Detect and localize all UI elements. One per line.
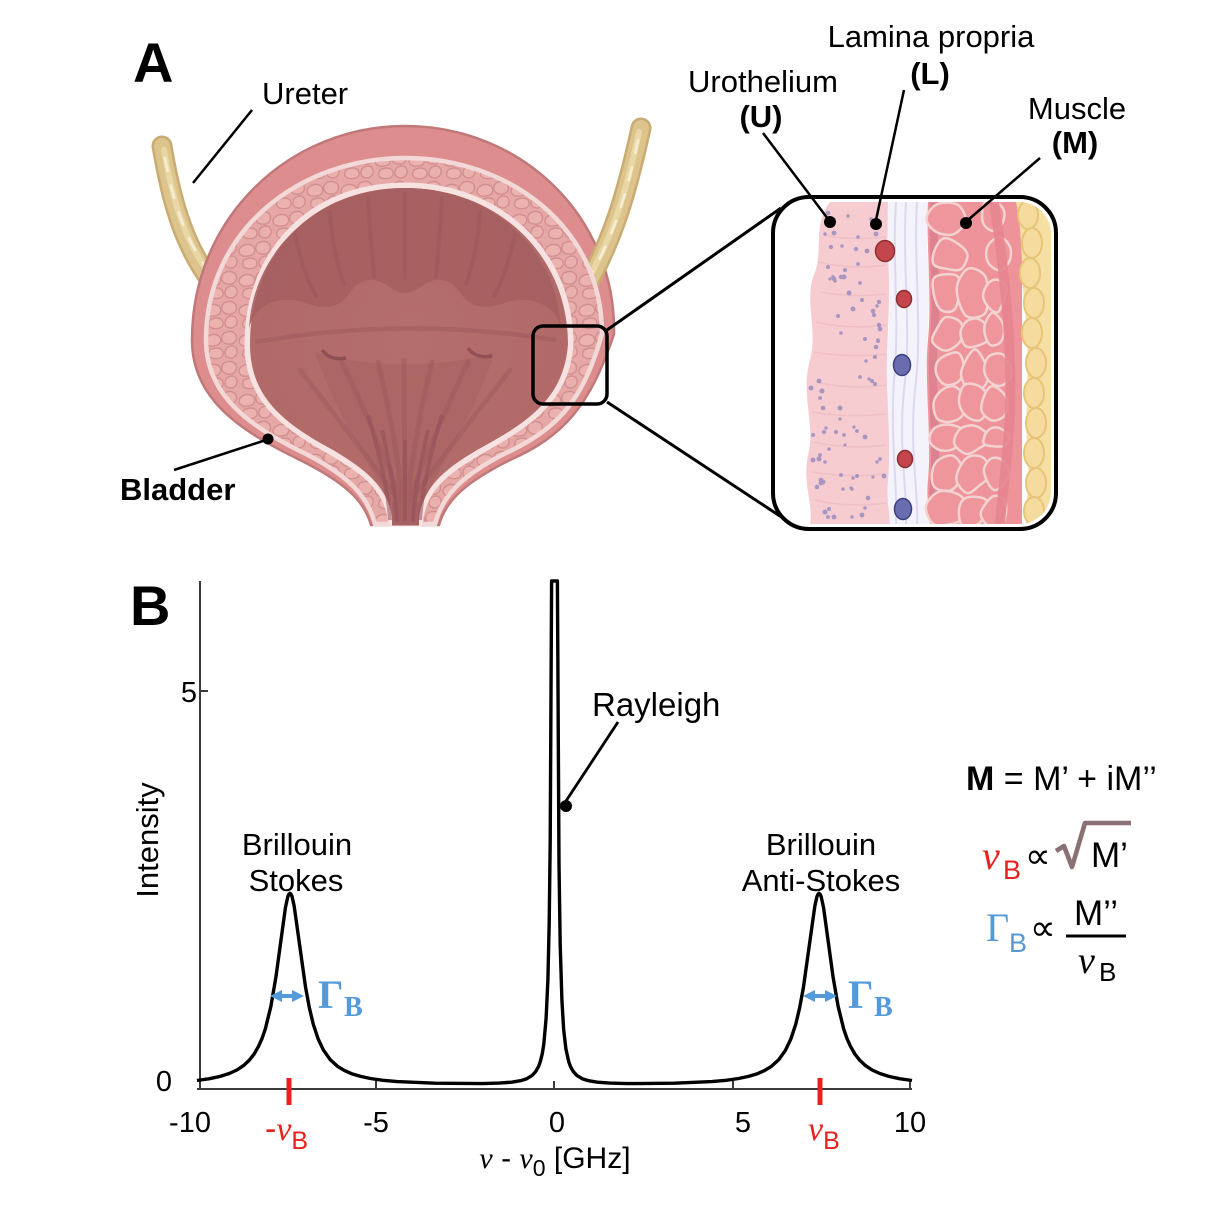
svg-text:0: 0 <box>549 1107 565 1139</box>
svg-text:10: 10 <box>894 1107 926 1139</box>
svg-text:B: B <box>344 992 363 1023</box>
svg-text:Γ: Γ <box>986 905 1009 950</box>
svg-text:Stokes: Stokes <box>249 863 344 898</box>
svg-text:ν: ν <box>1078 940 1095 982</box>
svg-text:Urothelium: Urothelium <box>688 64 838 99</box>
svg-text:(U): (U) <box>739 99 782 134</box>
svg-text:Muscle: Muscle <box>1028 91 1126 126</box>
svg-text:M’’: M’’ <box>1074 894 1118 933</box>
svg-text:0: 0 <box>156 1066 172 1098</box>
svg-text:(M): (M) <box>1052 125 1098 160</box>
svg-text:B: B <box>130 574 170 637</box>
svg-text:Brillouin: Brillouin <box>242 827 352 862</box>
svg-text:5: 5 <box>181 677 197 709</box>
svg-text:Bladder: Bladder <box>120 472 235 507</box>
svg-text:M = M’ + iM’’: M = M’ + iM’’ <box>966 760 1157 798</box>
svg-text:ν - ν0 [GHz]: ν - ν0 [GHz] <box>479 1142 630 1181</box>
svg-text:∝: ∝ <box>1025 835 1051 876</box>
svg-text:B: B <box>1099 957 1116 987</box>
svg-text:5: 5 <box>735 1107 751 1139</box>
svg-text:Brillouin: Brillouin <box>766 827 876 862</box>
svg-text:ν: ν <box>982 833 1000 878</box>
svg-text:Γ: Γ <box>848 972 873 1017</box>
svg-text:-5: -5 <box>363 1107 389 1139</box>
svg-text:Γ: Γ <box>318 972 343 1017</box>
svg-text:Ureter: Ureter <box>262 76 348 111</box>
svg-text:Lamina propria: Lamina propria <box>828 19 1036 54</box>
svg-text:B: B <box>1003 855 1021 885</box>
svg-text:∝: ∝ <box>1030 907 1056 948</box>
svg-text:Rayleigh: Rayleigh <box>592 686 720 723</box>
svg-text:Anti-Stokes: Anti-Stokes <box>742 863 901 898</box>
svg-text:B: B <box>1009 928 1027 958</box>
svg-text:-10: -10 <box>169 1107 211 1139</box>
svg-text:Intensity: Intensity <box>130 782 165 898</box>
svg-text:M’: M’ <box>1091 836 1128 875</box>
svg-text:-νB: -νB <box>265 1110 308 1155</box>
svg-text:A: A <box>133 31 173 94</box>
svg-text:(L): (L) <box>910 56 950 91</box>
svg-text:B: B <box>874 992 893 1023</box>
svg-text:νB: νB <box>808 1111 840 1155</box>
